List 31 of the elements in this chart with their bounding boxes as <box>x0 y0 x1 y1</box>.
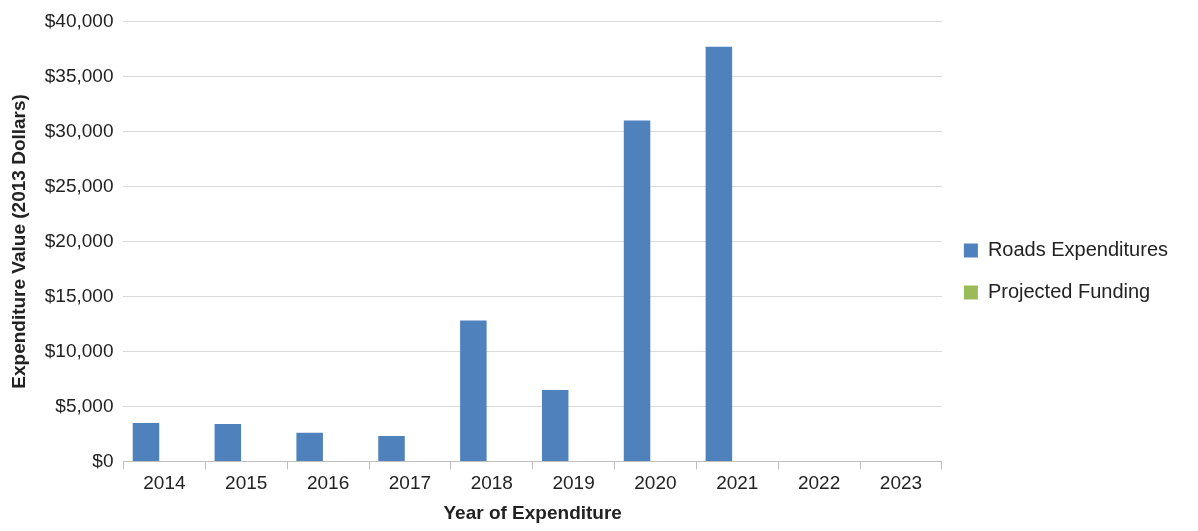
y-tick-label: $15,000 <box>44 284 114 306</box>
y-tick-label: $35,000 <box>44 64 114 86</box>
x-axis-title: Year of Expenditure <box>443 501 622 523</box>
y-tick-label: $40,000 <box>44 9 114 31</box>
bar <box>296 432 323 461</box>
bar <box>623 120 651 461</box>
x-tick-label: 2022 <box>797 472 841 494</box>
x-tick-label: 2016 <box>306 472 350 494</box>
bar <box>705 46 733 461</box>
bar <box>541 389 569 461</box>
legend-label: Roads Expenditures <box>987 238 1168 261</box>
bar <box>214 424 242 461</box>
x-tick-label: 2019 <box>552 472 595 494</box>
y-tick-label: $25,000 <box>44 174 114 196</box>
x-tick-label: 2020 <box>634 472 677 494</box>
y-tick-label: $10,000 <box>44 339 114 361</box>
y-tick-label: $20,000 <box>44 229 114 251</box>
y-tick-label: $5,000 <box>55 394 114 416</box>
y-tick-label: $0 <box>92 449 114 471</box>
legend-label: Projected Funding <box>987 280 1151 303</box>
x-tick-label: 2014 <box>143 472 186 494</box>
x-tick-label: 2018 <box>470 472 513 494</box>
x-tick-label: 2021 <box>716 472 759 494</box>
x-tick-label: 2017 <box>388 472 432 494</box>
x-tick-label: 2023 <box>879 472 923 494</box>
bar <box>132 422 160 461</box>
bar <box>460 320 487 461</box>
y-axis-title: Expenditure Value (2013 Dollars) <box>7 94 29 389</box>
x-tick-label: 2015 <box>225 472 268 494</box>
y-tick-label: $30,000 <box>44 119 114 141</box>
bar <box>378 436 405 461</box>
